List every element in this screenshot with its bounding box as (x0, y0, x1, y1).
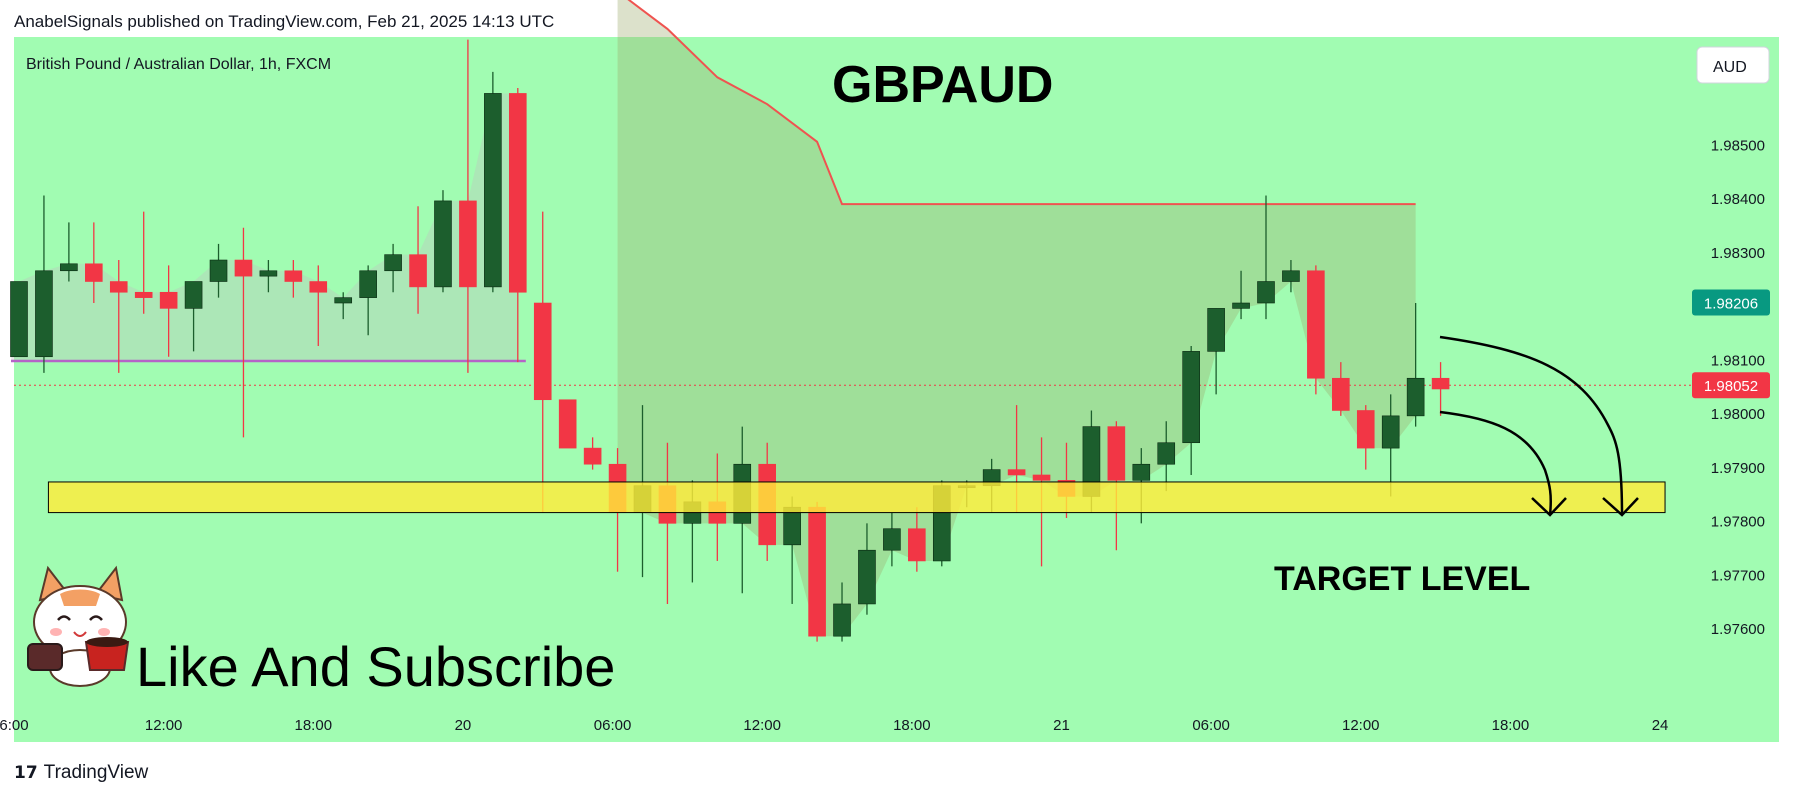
arrow-head-1 (1602, 497, 1639, 517)
y-tick-label: 1.97900 (1711, 460, 1765, 477)
headline: GBPAUD (832, 56, 1053, 114)
candle-body (184, 281, 203, 309)
candle-body (883, 528, 901, 551)
candle-body (833, 603, 851, 637)
candle-body (1381, 415, 1400, 449)
y-tick-label: 1.97700 (1711, 567, 1765, 584)
candle-body (459, 200, 477, 288)
x-tick-label: 18:00 (295, 717, 333, 734)
x-tick-label: 12:00 (145, 717, 183, 734)
candle-body (409, 254, 427, 288)
candle-body (1307, 270, 1325, 379)
candle-body (85, 263, 103, 282)
candle-body (359, 270, 377, 298)
candle-body (134, 291, 153, 298)
symbol-line: British Pound / Australian Dollar, 1h, F… (26, 56, 331, 73)
candle-body (1257, 281, 1275, 304)
publish-info: AnabelSignals published on TradingView.c… (14, 12, 555, 31)
candle-body (858, 549, 876, 605)
x-tick-label: 24 (1652, 717, 1669, 734)
candle-body (558, 399, 577, 449)
candles (10, 39, 1450, 642)
chart-background (14, 37, 1779, 742)
candle-body (1356, 410, 1375, 449)
candle-body (209, 259, 228, 282)
candle-body (1132, 463, 1151, 481)
x-tick-label: 6:00 (0, 717, 29, 734)
x-tick-label: 06:00 (594, 717, 632, 734)
candle-body (583, 447, 602, 465)
x-tick-label: 18:00 (1492, 717, 1530, 734)
price-label-box (1692, 372, 1770, 399)
y-tick-label: 1.98300 (1711, 245, 1765, 262)
x-tick-label: 12:00 (1342, 717, 1380, 734)
candle-body (1406, 377, 1425, 417)
x-tick-label: 21 (1053, 717, 1070, 734)
y-axis: 1.98500 1.98400 1.98300 1.98100 1.98000 1.979… (1711, 137, 1765, 638)
x-axis: 6:00 12:00 18:00 20 06:00 12:00 18:00 21 06:00 12… (0, 717, 1668, 734)
x-tick-label: 06:00 (1192, 717, 1230, 734)
price-label-text: 1.98052 (1704, 378, 1758, 395)
cat-mascot-icon (27, 565, 130, 687)
target-level-label: TARGET LEVEL (1274, 560, 1530, 598)
candle-body (10, 281, 28, 358)
candle-body (284, 270, 303, 282)
target-zone (47, 481, 1666, 514)
candle-body (384, 254, 402, 272)
candle-body (1182, 351, 1200, 444)
candle-body (508, 93, 527, 293)
candle-body (109, 281, 128, 293)
footer: 17 TradingView (14, 760, 148, 786)
candle-body (1232, 302, 1250, 309)
y-tick-label: 1.98500 (1711, 137, 1765, 154)
y-tick-label: 1.97600 (1711, 621, 1765, 638)
candle-body (334, 297, 353, 304)
arrow-curve-1 (1439, 335, 1624, 516)
candle-body (1431, 377, 1450, 390)
currency-button[interactable]: AUD (1696, 46, 1770, 84)
currency-button-label: AUD (1713, 59, 1747, 76)
x-tick-label: 12:00 (743, 717, 781, 734)
x-tick-label: 20 (455, 717, 472, 734)
x-tick-label: 18:00 (893, 717, 931, 734)
tradingview-logo-icon: 17 (14, 763, 38, 783)
candle-body (533, 302, 552, 401)
footer-brand: TradingView (43, 762, 149, 783)
candle-body (484, 93, 502, 288)
candle-body (259, 270, 278, 277)
projection-shade (617, 0, 1416, 637)
candle-body (908, 528, 926, 562)
y-tick-label: 1.98100 (1711, 352, 1765, 369)
arrows (1439, 335, 1639, 517)
y-tick-label: 1.97800 (1711, 514, 1765, 531)
candle-body (35, 270, 53, 358)
price-label-box (1692, 289, 1770, 316)
candle-body (1032, 474, 1051, 481)
cta-text: Like And Subscribe (136, 635, 615, 698)
candle-body (1207, 308, 1225, 352)
candle-body (1107, 426, 1126, 481)
candle-body (434, 200, 452, 288)
candle-body (60, 263, 78, 272)
candle-body (1332, 377, 1350, 411)
candle-body (1007, 469, 1026, 476)
y-tick-label: 1.98000 (1711, 406, 1765, 423)
resistance-line (627, 0, 1416, 206)
candle-body (1282, 270, 1300, 282)
price-labels: 1.98206 1.98052 (1692, 289, 1770, 399)
candle-body (309, 281, 328, 293)
y-tick-label: 1.98400 (1711, 191, 1765, 208)
candle-body (1157, 442, 1176, 465)
candle-body (234, 259, 253, 277)
candle-body (808, 506, 826, 637)
target-zone-layer (47, 481, 1666, 514)
arrow-curve-2 (1439, 410, 1553, 516)
price-label-text: 1.98206 (1704, 295, 1758, 312)
candle-body (159, 291, 178, 309)
arrow-head-2 (1531, 497, 1567, 517)
